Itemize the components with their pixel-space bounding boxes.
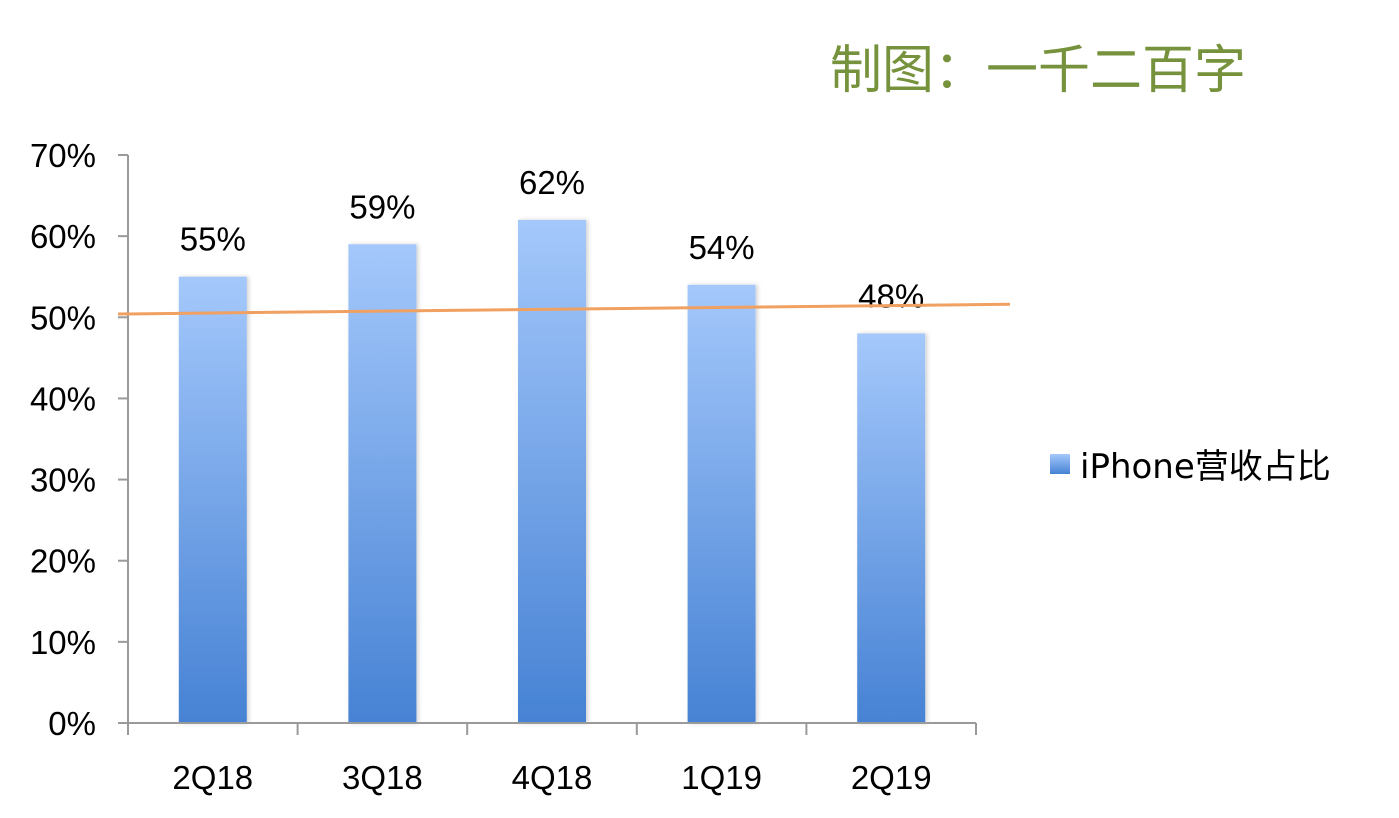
y-tick-label: 50% [30, 299, 96, 336]
legend: iPhone营收占比 [1050, 447, 1331, 487]
data-label-2Q19: 48% [858, 278, 924, 315]
trendline [117, 302, 1011, 316]
y-tick-label: 30% [30, 462, 96, 499]
bars [178, 219, 926, 723]
y-tick-label: 40% [30, 380, 96, 417]
bar-2Q18 [178, 276, 247, 723]
credit-text: 制图：一千二百字 [830, 41, 1246, 101]
y-tick-label: 70% [30, 137, 96, 174]
x-tick-label-3Q18: 3Q18 [342, 759, 423, 796]
x-tick-label-1Q19: 1Q19 [681, 759, 762, 796]
data-label-3Q18: 59% [349, 188, 415, 225]
trendline-group [117, 302, 1011, 316]
bar-1Q19 [687, 284, 756, 723]
x-tick-label-4Q18: 4Q18 [512, 759, 593, 796]
legend-label: iPhone营收占比 [1080, 447, 1331, 487]
bar-4Q18 [518, 219, 586, 723]
legend-swatch [1050, 454, 1070, 474]
data-label-1Q19: 54% [689, 229, 755, 266]
data-label-2Q18: 55% [180, 221, 246, 258]
x-axis-labels: 2Q18 3Q18 4Q18 1Q19 2Q19 [172, 759, 931, 796]
y-tick-label: 0% [48, 705, 96, 742]
data-label-4Q18: 62% [519, 164, 585, 201]
axes [127, 155, 977, 735]
y-tick-label: 20% [30, 543, 96, 580]
y-axis-ticks: 0% 10% 20% 30% 40% 50% 60% 70% [30, 137, 128, 742]
bar-2Q19 [857, 333, 926, 723]
bar-3Q18 [348, 244, 417, 723]
y-tick-label: 10% [30, 624, 96, 661]
data-labels: 55% 59% 62% 54% 48% [180, 164, 924, 315]
y-tick-label: 60% [30, 218, 96, 255]
x-tick-label-2Q19: 2Q19 [851, 759, 932, 796]
x-tick-label-2Q18: 2Q18 [172, 759, 253, 796]
